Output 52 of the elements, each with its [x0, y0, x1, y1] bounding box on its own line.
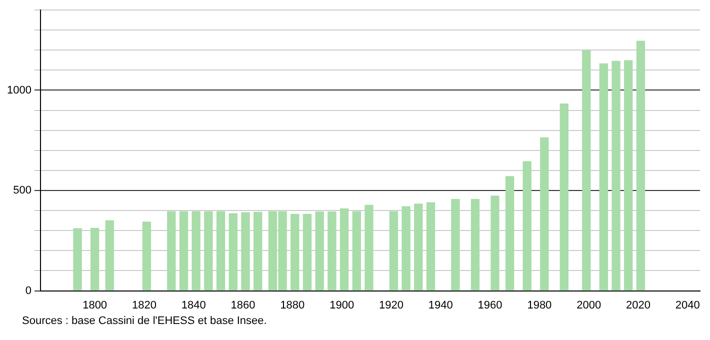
bar: [352, 211, 361, 291]
bar: [241, 212, 250, 291]
bar: [105, 220, 114, 291]
x-tick-label: 1960: [478, 299, 502, 312]
bar: [624, 60, 633, 291]
x-tick-label: 1860: [230, 299, 256, 312]
bar: [302, 214, 312, 291]
x-tick-label: 1920: [378, 299, 404, 312]
bar: [216, 211, 226, 291]
bar: [560, 104, 568, 291]
bar: [254, 212, 262, 291]
bar: [389, 211, 398, 291]
bar: [582, 50, 591, 291]
bar: [290, 214, 300, 291]
bar: [636, 40, 646, 291]
bar: [228, 213, 238, 291]
bar: [505, 176, 514, 291]
bar: [599, 63, 608, 291]
bar: [490, 196, 500, 291]
x-tick-label: 1900: [330, 299, 354, 312]
x-tick-label: 1940: [428, 299, 453, 312]
x-tick-label: 1980: [527, 299, 552, 312]
bar: [340, 208, 349, 291]
bar: [540, 137, 549, 291]
bar: [426, 202, 436, 291]
bar: [90, 228, 100, 291]
bar: [192, 211, 200, 291]
x-tick-label: 1840: [181, 299, 206, 312]
x-tick-label: 1820: [132, 299, 156, 312]
x-tick-label: 2020: [626, 299, 650, 312]
bar: [142, 222, 152, 291]
bar: [364, 204, 374, 291]
y-tick-label: 500: [13, 184, 32, 197]
x-tick-label: 1880: [280, 299, 305, 312]
bar: [315, 211, 324, 291]
bar: [328, 211, 336, 291]
bar: [612, 60, 620, 291]
bar: [179, 211, 188, 291]
x-tick-label: 2000: [576, 299, 602, 312]
bar: [470, 199, 480, 291]
bar: [167, 211, 176, 291]
source-note: Sources : base Cassini de l'EHESS et base Insee.: [22, 315, 268, 327]
bar: [522, 161, 532, 291]
bar: [73, 228, 82, 291]
bar: [414, 204, 423, 291]
bar: [204, 211, 213, 291]
x-tick-label: 2040: [675, 299, 700, 312]
y-tick-label: 1000: [6, 84, 32, 96]
bar: [451, 199, 460, 291]
x-tick-label: 1800: [82, 299, 108, 312]
bar: [402, 206, 410, 291]
y-tick-label: 0: [25, 284, 32, 297]
